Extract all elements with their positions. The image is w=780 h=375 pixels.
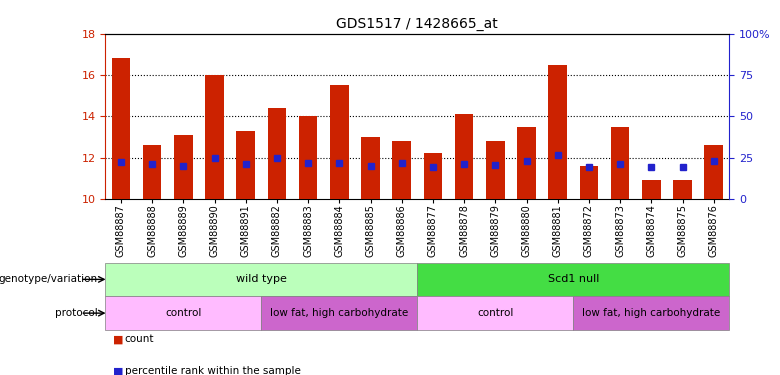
Bar <box>611 127 629 199</box>
Text: protocol: protocol <box>55 308 98 318</box>
Text: control: control <box>477 308 513 318</box>
Bar <box>261 296 417 330</box>
Bar <box>174 135 193 199</box>
Text: ■: ■ <box>113 334 123 344</box>
Bar <box>417 296 573 330</box>
Bar <box>392 141 411 199</box>
Bar <box>112 58 130 199</box>
Bar <box>424 153 442 199</box>
Bar <box>486 141 505 199</box>
Text: genotype/variation: genotype/variation <box>0 274 98 284</box>
Text: count: count <box>125 334 154 344</box>
Text: ■: ■ <box>113 366 123 375</box>
Title: GDS1517 / 1428665_at: GDS1517 / 1428665_at <box>336 17 498 32</box>
Bar <box>205 75 224 199</box>
Bar <box>268 108 286 199</box>
Bar <box>299 116 317 199</box>
Text: percentile rank within the sample: percentile rank within the sample <box>125 366 300 375</box>
Text: low fat, high carbohydrate: low fat, high carbohydrate <box>582 308 721 318</box>
Text: low fat, high carbohydrate: low fat, high carbohydrate <box>270 308 409 318</box>
Bar <box>673 180 692 199</box>
Bar <box>704 145 723 199</box>
Bar <box>517 127 536 199</box>
Bar <box>330 86 349 199</box>
Bar <box>455 114 473 199</box>
Bar <box>105 262 417 296</box>
Text: Scd1 null: Scd1 null <box>548 274 599 284</box>
Text: wild type: wild type <box>236 274 287 284</box>
Bar <box>573 296 729 330</box>
Bar <box>143 145 161 199</box>
Bar <box>580 166 598 199</box>
Bar <box>417 262 729 296</box>
Bar <box>105 296 261 330</box>
Text: control: control <box>165 308 201 318</box>
Bar <box>361 137 380 199</box>
Bar <box>236 131 255 199</box>
Bar <box>642 180 661 199</box>
Bar <box>548 64 567 199</box>
